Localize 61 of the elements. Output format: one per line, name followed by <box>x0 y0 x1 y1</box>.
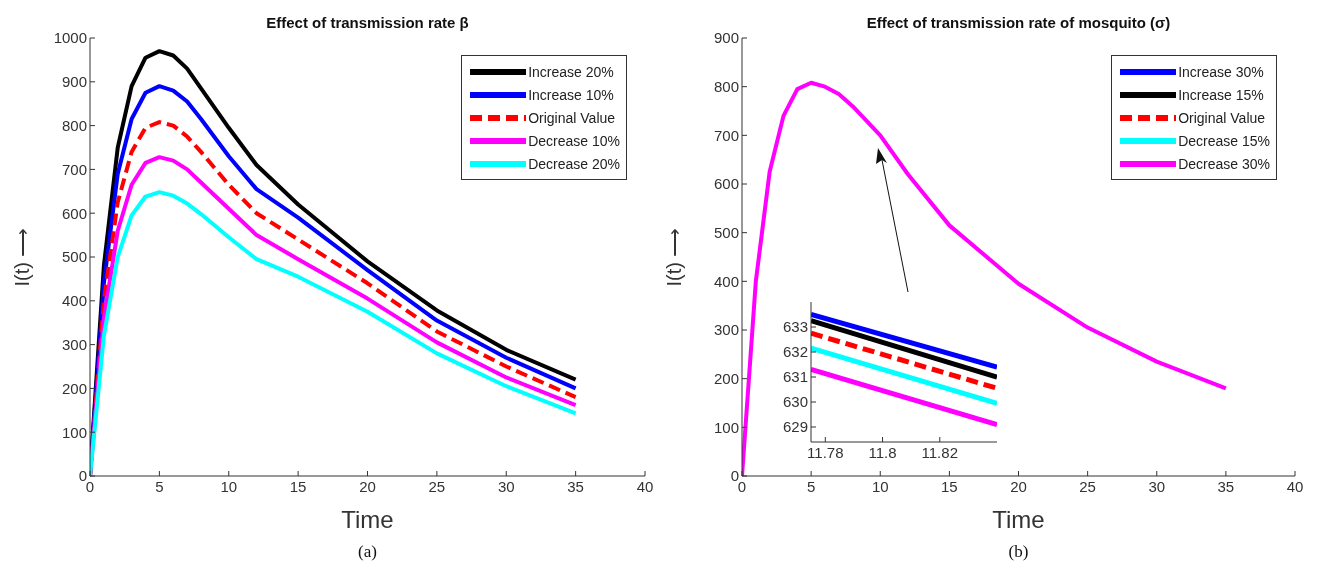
x-tick-label: 40 <box>1286 477 1304 495</box>
y-axis-title: I(t) ⟶ <box>10 227 34 287</box>
y-tick-label: 631 <box>782 368 808 386</box>
x-tick-label: 15 <box>941 477 958 495</box>
y-tick-label: 300 <box>61 335 87 353</box>
legend-label: Original Value <box>1178 109 1266 126</box>
y-tick-label: 600 <box>713 175 739 193</box>
y-tick-label: 800 <box>713 77 739 95</box>
y-tick-label: 700 <box>713 126 739 144</box>
legend-label: Increase 15% <box>1178 86 1264 103</box>
y-tick-label: 400 <box>713 272 739 290</box>
y-tick-label: 1000 <box>53 29 87 47</box>
x-tick-label: 40 <box>636 477 654 495</box>
x-tick-label: 10 <box>220 477 238 495</box>
x-tick-label: 20 <box>359 477 376 495</box>
x-tick-label: 11.8 <box>868 443 897 461</box>
x-tick-label: 11.78 <box>807 443 844 461</box>
x-tick-label: 5 <box>155 477 164 495</box>
y-tick-label: 100 <box>61 423 87 441</box>
x-axis-title: Time <box>340 506 395 534</box>
text: (a) <box>357 542 378 562</box>
x-tick-label: 5 <box>806 477 816 495</box>
y-tick-label: 200 <box>61 379 87 397</box>
y-tick-label: 600 <box>61 204 87 222</box>
x-tick-label: 30 <box>497 477 515 495</box>
legend-label: Decrease 30% <box>1178 155 1270 172</box>
legend-label: Increase 20% <box>528 63 614 80</box>
x-tick-label: 11.82 <box>921 443 958 461</box>
y-tick-label: 300 <box>713 321 739 339</box>
y-tick-label: 500 <box>713 223 739 241</box>
chart-title: Effect of transmission rate of mosquito (σ) <box>865 14 1172 31</box>
y-tick-label: 630 <box>782 393 808 411</box>
y-tick-label: 100 <box>713 418 739 436</box>
x-tick-label: 35 <box>1217 477 1235 495</box>
x-tick-label: 25 <box>1079 477 1096 495</box>
y-tick-label: 629 <box>782 418 808 436</box>
y-tick-label: 633 <box>782 318 808 336</box>
legend-label: Decrease 20% <box>528 155 620 172</box>
y-tick-label: 632 <box>782 343 808 361</box>
legend-label: Increase 30% <box>1178 63 1264 80</box>
x-tick-label: 30 <box>1148 477 1166 495</box>
y-tick-label: 900 <box>713 29 739 47</box>
x-axis-title: Time <box>991 506 1046 534</box>
x-tick-label: 35 <box>567 477 584 495</box>
y-tick-label: 400 <box>61 292 87 310</box>
x-tick-label: 10 <box>871 477 889 495</box>
x-tick-label: 25 <box>428 477 446 495</box>
x-tick-label: 15 <box>289 477 307 495</box>
y-axis-title: I(t) ⟶ <box>662 227 686 287</box>
y-tick-label: 800 <box>61 116 87 134</box>
y-tick-label: 900 <box>61 73 87 91</box>
legend-label: Original Value <box>528 109 616 126</box>
legend-label: Decrease 15% <box>1178 132 1270 149</box>
y-tick-label: 500 <box>61 248 87 266</box>
y-tick-label: 700 <box>61 160 87 178</box>
text: (b) <box>1007 542 1030 562</box>
y-tick-label: 200 <box>713 369 739 387</box>
x-tick-label: 20 <box>1010 477 1027 495</box>
legend-label: Increase 10% <box>528 86 614 103</box>
legend-label: Decrease 10% <box>528 132 620 149</box>
chart-title: Effect of transmission rate β <box>265 14 470 31</box>
